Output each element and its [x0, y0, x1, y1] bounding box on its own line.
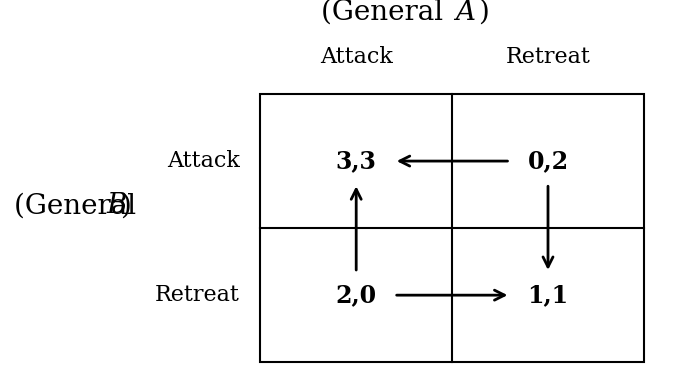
Text: B: B: [106, 192, 127, 219]
Text: Retreat: Retreat: [506, 46, 590, 68]
Text: 0,2: 0,2: [527, 149, 569, 173]
Text: 3,3: 3,3: [336, 149, 377, 173]
Text: (General: (General: [14, 192, 145, 219]
Text: 1,1: 1,1: [527, 283, 569, 307]
Text: Attack: Attack: [320, 46, 393, 68]
Bar: [260, 94, 644, 362]
Text: ): ): [120, 192, 131, 219]
Text: Attack: Attack: [167, 150, 240, 172]
Text: A: A: [456, 0, 475, 25]
Text: ): ): [478, 0, 489, 25]
Text: 2,0: 2,0: [336, 283, 377, 307]
Text: (General: (General: [321, 0, 452, 25]
Text: Retreat: Retreat: [155, 284, 240, 306]
